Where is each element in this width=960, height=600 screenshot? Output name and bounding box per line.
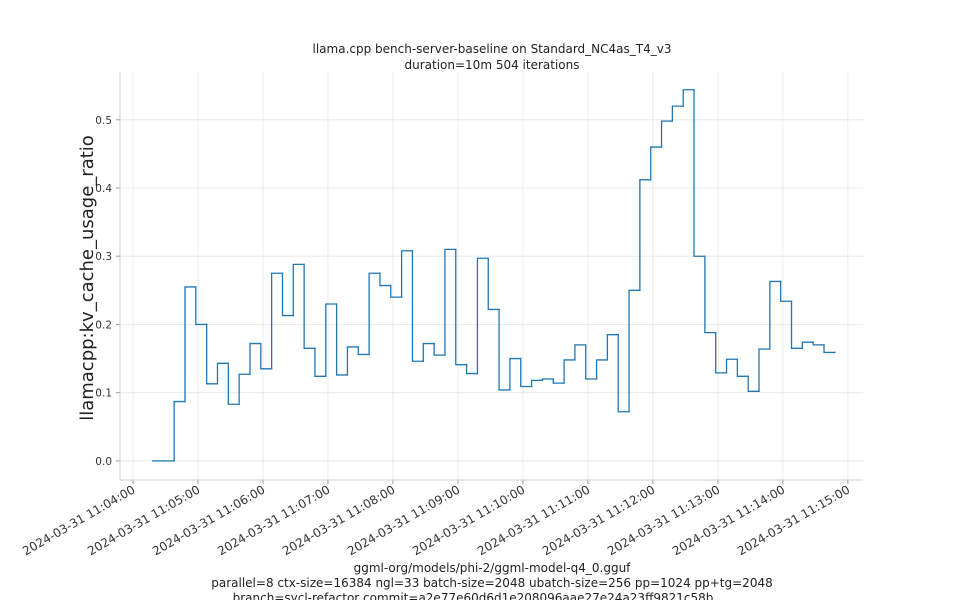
x-tick-label: 2024-03-31 11:14:00 [670, 482, 787, 558]
line-segment [595, 359, 609, 380]
line-segment [606, 334, 619, 361]
line-segment [509, 357, 522, 391]
y-tick-label: 0.4 [95, 183, 112, 195]
x-tick-label: 2024-03-31 11:13:00 [605, 482, 722, 558]
y-tick-label: 0.0 [95, 456, 112, 468]
line-segment [260, 342, 273, 370]
x-tick-label: 2024-03-31 11:10:00 [410, 482, 527, 558]
line-segment [704, 255, 717, 334]
line-segment [346, 346, 359, 376]
line-segment [270, 272, 284, 370]
line-segment [715, 331, 728, 374]
line-segment [758, 348, 771, 392]
footer-line: ggml-org/models/phi-2/ggml-model-q4_0.gg… [354, 561, 632, 575]
line-segment [476, 257, 489, 375]
x-tick-label: 2024-03-31 11:11:00 [475, 482, 592, 558]
line-segment [390, 284, 403, 298]
chart-title: llama.cpp bench-server-baseline on Stand… [313, 42, 672, 56]
line-segment [216, 362, 229, 385]
y-tick-label: 0.1 [95, 388, 112, 400]
y-axis-label: llamacpp:kv_cache_usage_ratio [77, 135, 98, 421]
line-segment [552, 378, 565, 384]
line-segment [357, 346, 370, 356]
line-segment [520, 357, 533, 388]
line-segment [780, 280, 793, 302]
line-segment [563, 359, 576, 384]
footer-line: branch=sycl-refactor commit=a2e77e60d6d1… [233, 591, 714, 600]
y-tick-label: 0.2 [95, 319, 112, 331]
chart-subtitle: duration=10m 504 iterations [405, 58, 580, 72]
x-tick-label: 2024-03-31 11:04:00 [20, 482, 137, 558]
x-tick-label: 2024-03-31 11:15:00 [735, 482, 852, 558]
line-segment [498, 308, 511, 391]
line-segment [682, 89, 695, 107]
line-segment [379, 272, 392, 287]
line-segment [281, 272, 294, 317]
line-segment [769, 280, 782, 350]
line-segment [574, 344, 587, 361]
line-segment [444, 248, 457, 356]
line-segment [823, 344, 836, 354]
line-segment [530, 379, 544, 388]
line-segment [812, 341, 825, 346]
line-segment [368, 272, 381, 356]
line-segment [292, 263, 305, 317]
line-segment [650, 146, 663, 181]
line-segment [314, 347, 327, 377]
line-segment [303, 263, 316, 349]
line-segment [325, 303, 338, 377]
line-segment [585, 344, 598, 380]
line-segment [335, 303, 349, 376]
line-segment [639, 179, 652, 291]
line-segment [238, 373, 251, 405]
line-segment [790, 300, 803, 349]
line-segment [433, 342, 446, 356]
line-segment [173, 400, 186, 462]
line-segment [227, 362, 240, 405]
line-segment [487, 257, 500, 311]
line-segment [195, 286, 208, 326]
x-tick-label: 2024-03-31 11:07:00 [215, 482, 332, 558]
footer-line: parallel=8 ctx-size=16384 ngl=33 batch-s… [211, 576, 772, 590]
x-tick-label: 2024-03-31 11:06:00 [150, 482, 267, 558]
line-segment [671, 105, 684, 122]
line-segment [465, 364, 479, 375]
line-segment [400, 250, 414, 298]
x-tick-label: 2024-03-31 11:05:00 [85, 482, 202, 558]
line-segment [455, 248, 468, 366]
line-segment [660, 120, 674, 148]
x-tick-label: 2024-03-31 11:09:00 [345, 482, 462, 558]
line-segment [184, 286, 197, 403]
line-segment [693, 89, 706, 257]
line-segment [205, 323, 219, 385]
line-segment [801, 341, 814, 349]
line-segment [725, 358, 739, 374]
line-segment [628, 289, 641, 413]
line-segment [541, 378, 554, 382]
line-segment [747, 375, 760, 392]
line-segment [617, 334, 630, 413]
line-segment [249, 342, 262, 375]
line-segment [736, 358, 749, 377]
x-tick-label: 2024-03-31 11:08:00 [280, 482, 397, 558]
y-tick-label: 0.3 [95, 251, 112, 263]
x-tick-label: 2024-03-31 11:12:00 [540, 482, 657, 558]
y-tick-label: 0.5 [95, 115, 112, 127]
line-segment [411, 250, 424, 362]
line-segment [422, 342, 435, 362]
